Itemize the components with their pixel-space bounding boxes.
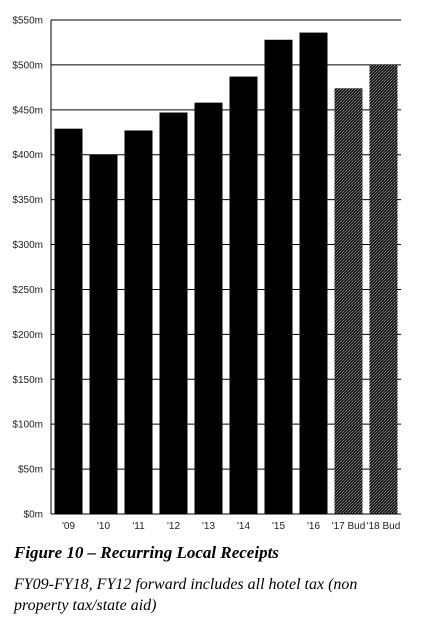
y-tick-label: $200m [12,330,43,341]
bar [159,112,188,514]
bar-chart: $0m $50m $100m $150m $200m $250m $300m $350m $40… [12,16,401,532]
x-tick-label: '10 [97,521,110,532]
x-tick-label: '16 [307,521,320,532]
y-tick-label: $550m [12,16,43,27]
x-tick-label: '17 Bud [332,521,366,532]
x-tick-label: '09 [62,521,75,532]
y-tick-label: $450m [12,105,43,116]
x-tick-label: '12 [167,521,180,532]
x-tick-label: '11 [132,521,145,532]
y-tick-label: $350m [12,195,43,206]
bar-budget [334,88,363,515]
x-tick-label: '14 [237,521,250,532]
y-tick-label: $0m [24,510,43,521]
figure-caption-subtitle: FY09-FY18, FY12 forward includes all hot… [14,576,358,614]
y-tick-label: $400m [12,150,43,161]
bar [229,76,258,515]
bar [54,128,83,514]
y-tick-label: $300m [12,240,43,251]
x-tick-label: '13 [202,521,215,532]
y-tick-label: $500m [12,60,43,71]
bar [124,130,153,514]
bar [194,102,223,515]
bar [89,154,118,514]
bar [264,39,293,514]
y-axis-ticks: $0m $50m $100m $150m $200m $250m $300m $350m $40… [12,16,43,521]
x-axis-ticks: '09 '10 '11 '12 '13 '14 '15 '16 '17 Bud '18 Bud [62,521,400,532]
y-tick-label: $150m [12,375,43,386]
x-tick-label: '15 [272,521,285,532]
y-tick-label: $250m [12,285,43,296]
y-tick-label: $50m [18,465,43,476]
y-tick-label: $100m [12,420,43,431]
bar-budget [369,64,398,514]
figure-caption-title: Figure 10 – Recurring Local Receipts [14,543,279,562]
x-tick-label: '18 Bud [367,521,401,532]
bars [54,32,398,515]
bar [299,32,328,514]
